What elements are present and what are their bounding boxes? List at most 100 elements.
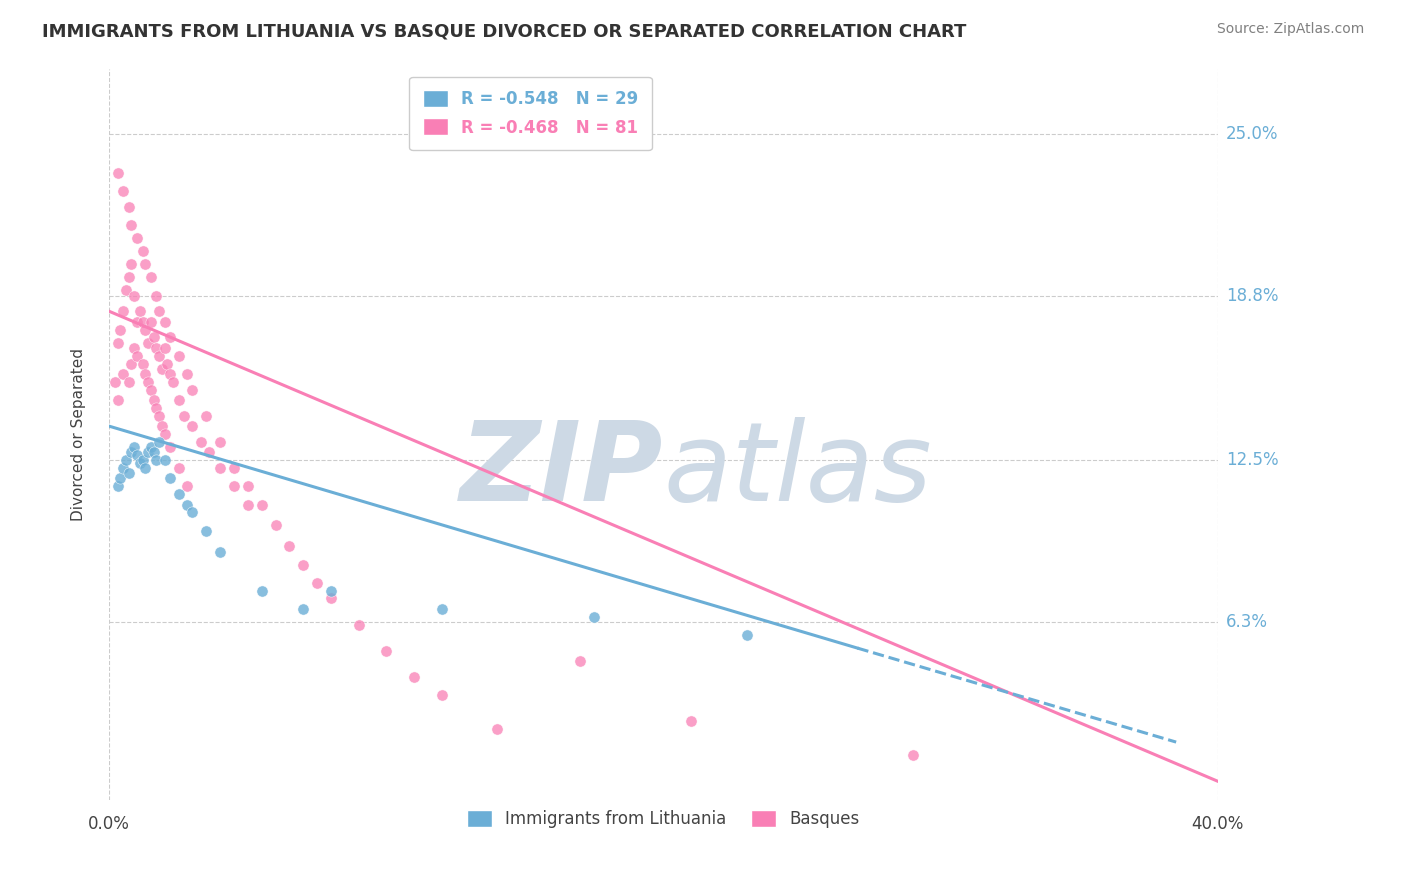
Text: 0.0%: 0.0% [89, 815, 131, 833]
Point [142, 445, 165, 459]
Point [209, 461, 232, 475]
Point [430, 688, 453, 702]
Point [901, 748, 924, 763]
Point [125, 231, 148, 245]
Text: 12.5%: 12.5% [1226, 451, 1278, 469]
Point [250, 498, 273, 512]
Point [153, 315, 176, 329]
Point [181, 505, 204, 519]
Point [112, 304, 135, 318]
Point [125, 349, 148, 363]
Point [142, 330, 165, 344]
Point [583, 609, 606, 624]
Point [136, 445, 159, 459]
Point [107, 335, 129, 350]
Point [134, 257, 156, 271]
Point [134, 367, 156, 381]
Point [120, 218, 142, 232]
Text: 18.8%: 18.8% [1226, 286, 1278, 305]
Point [112, 184, 135, 198]
Point [122, 288, 145, 302]
Point [167, 349, 190, 363]
Point [125, 315, 148, 329]
Point [136, 375, 159, 389]
Point [110, 471, 132, 485]
Point [347, 617, 370, 632]
Point [112, 367, 135, 381]
Point [375, 643, 398, 657]
Point [222, 461, 245, 475]
Text: 40.0%: 40.0% [1191, 815, 1244, 833]
Text: 6.3%: 6.3% [1226, 613, 1268, 631]
Point [162, 375, 184, 389]
Text: Source: ZipAtlas.com: Source: ZipAtlas.com [1216, 22, 1364, 37]
Point [136, 335, 159, 350]
Point [181, 419, 204, 434]
Point [195, 409, 218, 423]
Point [148, 434, 170, 449]
Point [181, 383, 204, 397]
Point [139, 270, 162, 285]
Point [122, 440, 145, 454]
Point [209, 434, 232, 449]
Point [153, 427, 176, 442]
Text: IMMIGRANTS FROM LITHUANIA VS BASQUE DIVORCED OR SEPARATED CORRELATION CHART: IMMIGRANTS FROM LITHUANIA VS BASQUE DIVO… [42, 22, 966, 40]
Point [145, 401, 167, 415]
Point [198, 445, 221, 459]
Text: atlas: atlas [664, 417, 932, 524]
Point [110, 322, 132, 336]
Point [319, 583, 342, 598]
Point [150, 361, 173, 376]
Point [292, 602, 315, 616]
Point [145, 453, 167, 467]
Point [120, 357, 142, 371]
Point [115, 453, 138, 467]
Point [195, 524, 218, 538]
Point [150, 419, 173, 434]
Point [131, 453, 153, 467]
Point [117, 200, 139, 214]
Point [159, 471, 181, 485]
Point [159, 440, 181, 454]
Point [735, 628, 758, 642]
Point [122, 341, 145, 355]
Point [125, 448, 148, 462]
Point [156, 357, 179, 371]
Point [148, 304, 170, 318]
Point [173, 409, 195, 423]
Point [167, 487, 190, 501]
Point [134, 322, 156, 336]
Point [264, 518, 287, 533]
Point [117, 375, 139, 389]
Point [681, 714, 703, 729]
Point [167, 393, 190, 408]
Point [107, 393, 129, 408]
Point [139, 315, 162, 329]
Point [131, 357, 153, 371]
Point [176, 498, 198, 512]
Point [134, 461, 156, 475]
Point [190, 434, 212, 449]
Point [236, 498, 259, 512]
Text: 25.0%: 25.0% [1226, 125, 1278, 143]
Point [430, 602, 453, 616]
Text: ZIP: ZIP [460, 417, 664, 524]
Point [307, 575, 329, 590]
Point [153, 453, 176, 467]
Point [107, 166, 129, 180]
Point [120, 445, 142, 459]
Point [142, 393, 165, 408]
Point [404, 670, 426, 684]
Point [112, 461, 135, 475]
Point [486, 722, 509, 736]
Point [115, 284, 138, 298]
Point [167, 461, 190, 475]
Point [148, 349, 170, 363]
Point [117, 466, 139, 480]
Point [292, 558, 315, 572]
Point [131, 244, 153, 259]
Point [209, 544, 232, 558]
Point [145, 341, 167, 355]
Point [153, 341, 176, 355]
Point [319, 591, 342, 606]
